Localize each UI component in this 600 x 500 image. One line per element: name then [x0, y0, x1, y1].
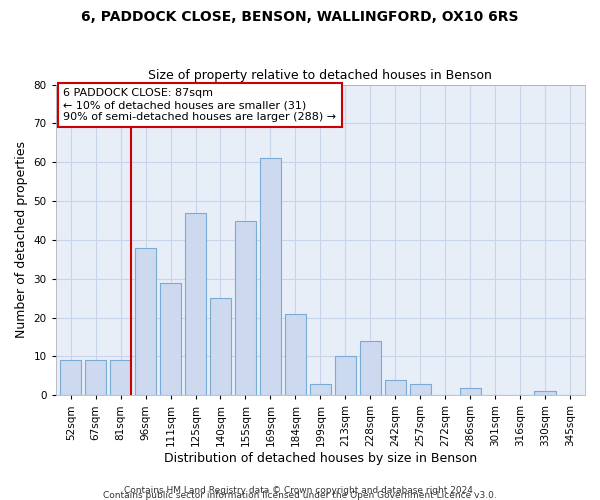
Y-axis label: Number of detached properties: Number of detached properties [15, 142, 28, 338]
Bar [460, 388, 481, 396]
Bar [110, 360, 131, 396]
Bar [210, 298, 231, 396]
Bar [260, 158, 281, 396]
Bar [185, 212, 206, 396]
Bar [60, 360, 81, 396]
Bar [385, 380, 406, 396]
Text: Contains HM Land Registry data © Crown copyright and database right 2024.: Contains HM Land Registry data © Crown c… [124, 486, 476, 495]
Bar [235, 220, 256, 396]
Bar [285, 314, 306, 396]
Title: Size of property relative to detached houses in Benson: Size of property relative to detached ho… [148, 69, 492, 82]
Bar [335, 356, 356, 396]
Text: 6 PADDOCK CLOSE: 87sqm
← 10% of detached houses are smaller (31)
90% of semi-det: 6 PADDOCK CLOSE: 87sqm ← 10% of detached… [63, 88, 337, 122]
Bar [85, 360, 106, 396]
X-axis label: Distribution of detached houses by size in Benson: Distribution of detached houses by size … [164, 452, 477, 465]
Bar [535, 392, 556, 396]
Text: Contains public sector information licensed under the Open Government Licence v3: Contains public sector information licen… [103, 491, 497, 500]
Bar [135, 248, 156, 396]
Bar [410, 384, 431, 396]
Bar [310, 384, 331, 396]
Bar [359, 341, 381, 396]
Text: 6, PADDOCK CLOSE, BENSON, WALLINGFORD, OX10 6RS: 6, PADDOCK CLOSE, BENSON, WALLINGFORD, O… [81, 10, 519, 24]
Bar [160, 282, 181, 396]
